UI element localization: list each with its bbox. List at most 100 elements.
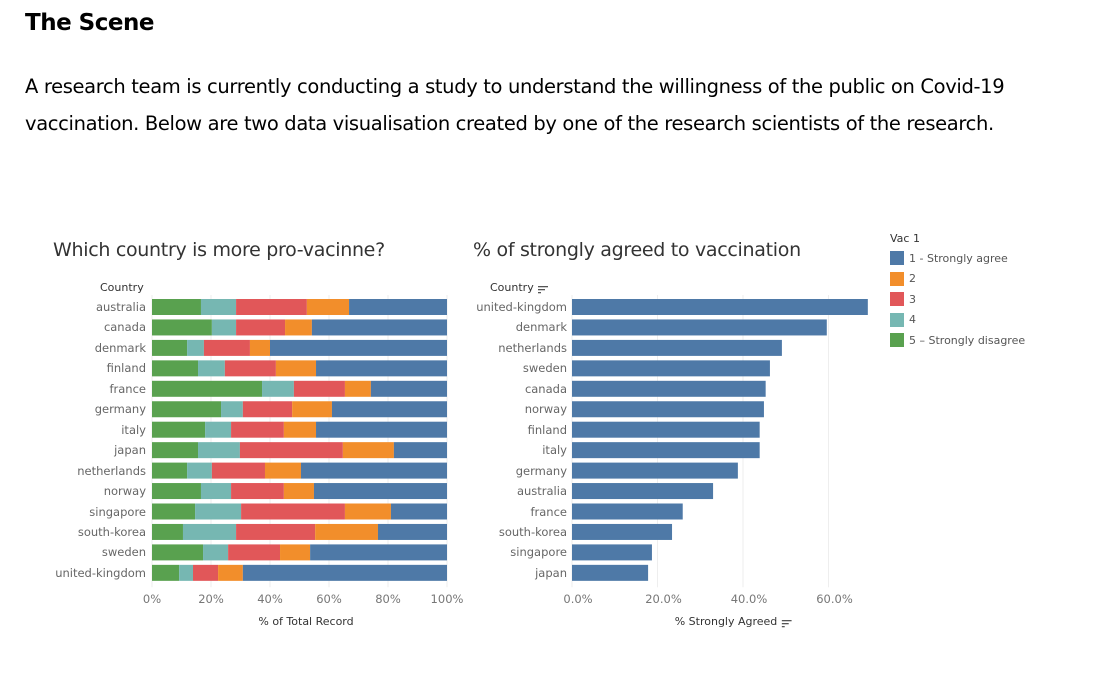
bar[interactable] [572, 523, 673, 540]
bar[interactable] [572, 360, 770, 377]
bar-segment[interactable] [228, 544, 281, 561]
bar-segment[interactable] [152, 421, 206, 438]
bar-segment[interactable] [264, 462, 301, 479]
bar-segment[interactable] [152, 442, 199, 459]
bar-segment[interactable] [242, 401, 293, 418]
legend-item[interactable]: 4 [890, 310, 1025, 331]
bar-segment[interactable] [262, 380, 294, 397]
bar-segment[interactable] [198, 442, 240, 459]
legend-item[interactable]: 1 - Strongly agree [890, 248, 1025, 269]
bar-segment[interactable] [152, 523, 183, 540]
bar-segment[interactable] [221, 401, 243, 418]
bar-segment[interactable] [152, 339, 188, 356]
bar-segment[interactable] [239, 442, 343, 459]
bar-segment[interactable] [152, 380, 263, 397]
category-label: finland [106, 361, 146, 376]
bar-segment[interactable] [344, 380, 371, 397]
category-label: netherlands [77, 463, 146, 478]
bar-segment[interactable] [349, 299, 447, 315]
bar-segment[interactable] [203, 339, 250, 356]
bar-segment[interactable] [377, 523, 447, 540]
bar-segment[interactable] [200, 483, 232, 500]
bar[interactable] [572, 483, 714, 500]
bar-segment[interactable] [179, 564, 194, 581]
chart2-category-axis-title: Country [490, 281, 548, 294]
bar-segment[interactable] [390, 503, 447, 520]
bar-segment[interactable] [283, 483, 314, 500]
bar-segment[interactable] [187, 339, 204, 356]
bar-segment[interactable] [187, 462, 212, 479]
legend-swatch [890, 312, 904, 327]
bar-segment[interactable] [316, 421, 447, 438]
bar-segment[interactable] [315, 523, 378, 540]
bar-segment[interactable] [231, 483, 284, 500]
bar-segment[interactable] [152, 564, 180, 581]
x-tick-label: 20% [198, 592, 224, 606]
bar-segment[interactable] [193, 564, 219, 581]
legend-label: 5 – Strongly disagree [909, 333, 1026, 347]
bar[interactable] [572, 462, 738, 479]
bar-segment[interactable] [393, 442, 447, 459]
bar-segment[interactable] [285, 319, 312, 336]
bar-segment[interactable] [283, 421, 317, 438]
bar-segment[interactable] [152, 360, 199, 377]
bar-segment[interactable] [211, 462, 265, 479]
bar-segment[interactable] [200, 299, 237, 315]
bar-segment[interactable] [152, 483, 201, 500]
sort-icon[interactable] [537, 284, 548, 293]
bar[interactable] [572, 564, 649, 581]
bar-segment[interactable] [293, 380, 345, 397]
bar-segment[interactable] [195, 503, 242, 520]
bar-segment[interactable] [236, 319, 286, 336]
legend-item[interactable]: 5 – Strongly disagree [890, 330, 1025, 351]
bar-segment[interactable] [270, 339, 447, 356]
bar[interactable] [572, 319, 827, 336]
bar-segment[interactable] [152, 401, 222, 418]
legend-label: 2 [909, 272, 916, 286]
bar-segment[interactable] [236, 299, 307, 315]
bar-segment[interactable] [152, 299, 201, 315]
bar[interactable] [572, 380, 766, 397]
bar-segment[interactable] [316, 360, 447, 377]
category-label: denmark [515, 320, 567, 335]
bar-segment[interactable] [280, 544, 311, 561]
bar-segment[interactable] [198, 360, 225, 377]
bar-segment[interactable] [344, 503, 391, 520]
legend-item[interactable]: 3 [890, 289, 1025, 310]
bar-segment[interactable] [331, 401, 447, 418]
bar-segment[interactable] [300, 462, 447, 479]
bar-segment[interactable] [205, 421, 232, 438]
bar-segment[interactable] [211, 319, 237, 336]
bar[interactable] [572, 421, 760, 438]
bar-segment[interactable] [203, 544, 229, 561]
bar-segment[interactable] [249, 339, 270, 356]
bar-segment[interactable] [242, 564, 447, 581]
bar-segment[interactable] [224, 360, 276, 377]
bar[interactable] [572, 339, 782, 356]
legend-item[interactable]: 2 [890, 269, 1025, 290]
bar-segment[interactable] [231, 421, 284, 438]
bar-segment[interactable] [310, 544, 447, 561]
bar-segment[interactable] [236, 523, 316, 540]
bar-segment[interactable] [275, 360, 317, 377]
bar[interactable] [572, 544, 652, 561]
bar[interactable] [572, 503, 683, 520]
category-label: sweden [522, 361, 567, 376]
bar-segment[interactable] [152, 319, 212, 336]
bar[interactable] [572, 299, 868, 315]
bar-segment[interactable] [311, 319, 447, 336]
bar-segment[interactable] [152, 462, 188, 479]
bar-segment[interactable] [152, 503, 196, 520]
bar-segment[interactable] [313, 483, 447, 500]
bar-segment[interactable] [306, 299, 350, 315]
bar[interactable] [572, 401, 764, 418]
bar-segment[interactable] [218, 564, 243, 581]
bar-segment[interactable] [370, 380, 447, 397]
bar[interactable] [572, 442, 760, 459]
sort-icon[interactable] [781, 618, 792, 627]
bar-segment[interactable] [152, 544, 204, 561]
bar-segment[interactable] [342, 442, 394, 459]
bar-segment[interactable] [292, 401, 332, 418]
bar-segment[interactable] [241, 503, 345, 520]
bar-segment[interactable] [182, 523, 237, 540]
